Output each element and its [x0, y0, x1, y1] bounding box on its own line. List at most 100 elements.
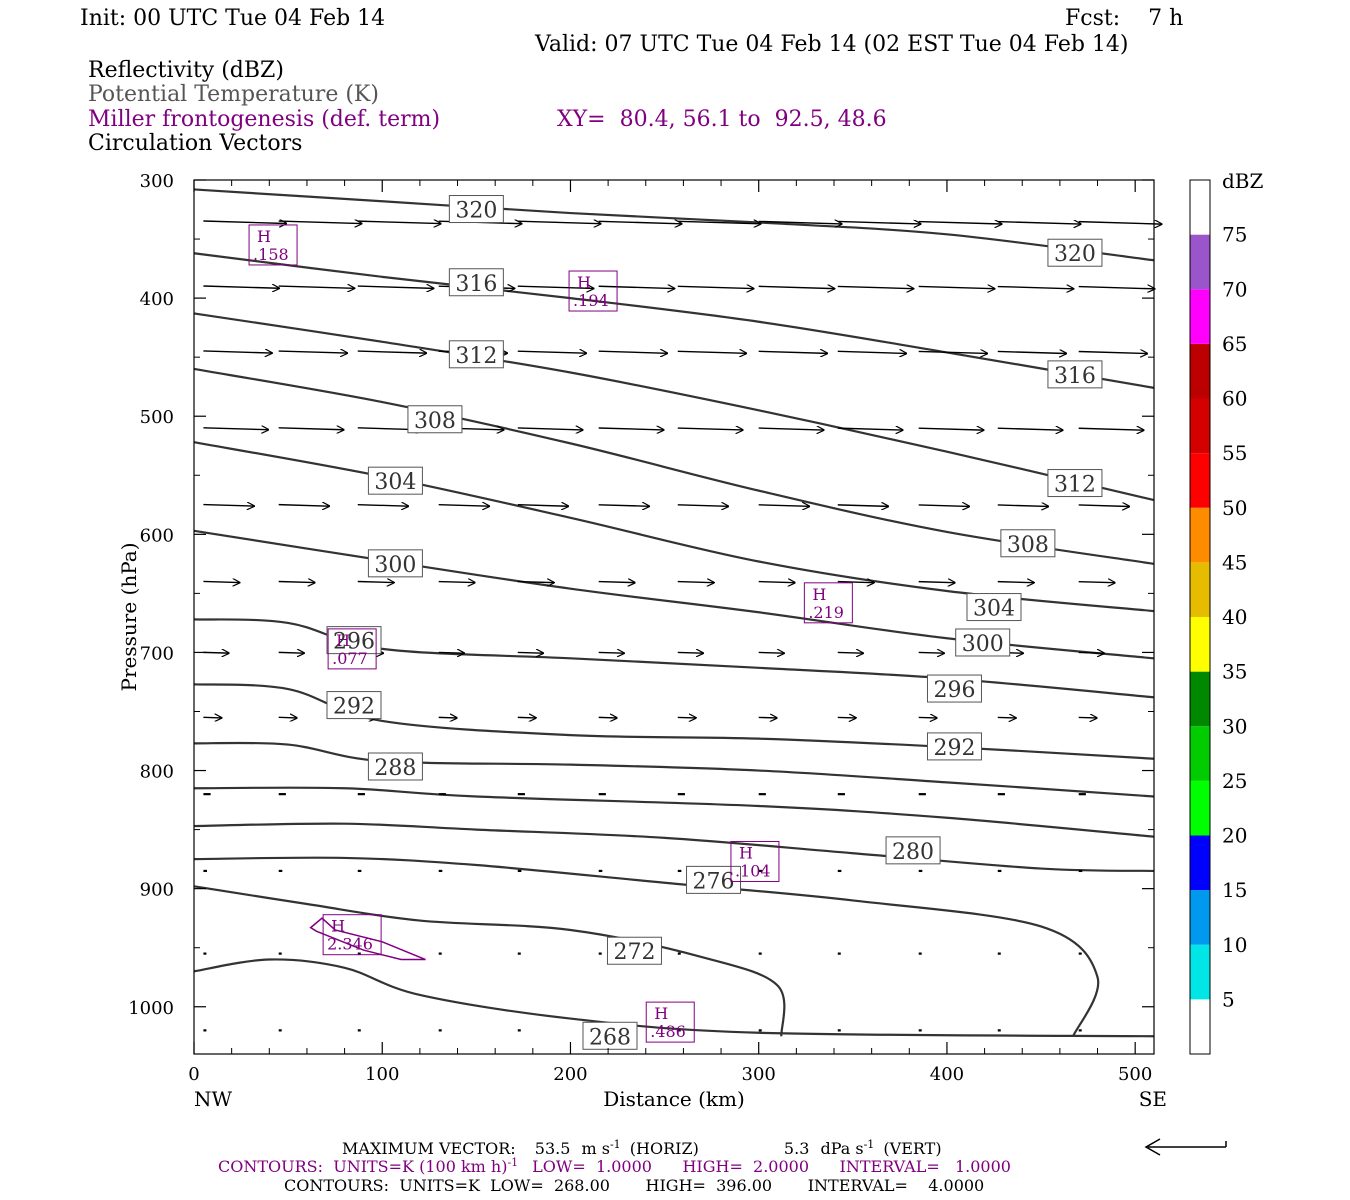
- circulation-vector: [677, 286, 754, 288]
- y-tick-label: 900: [140, 880, 174, 901]
- frontogenesis-high-marker: H.194: [568, 270, 618, 312]
- circulation-vector: [997, 351, 1066, 353]
- circulation-vector: [677, 652, 703, 653]
- isentrope-288: [193, 741, 1155, 798]
- y-tick-label: 1000: [128, 998, 174, 1019]
- y-tick-label: 600: [140, 525, 174, 546]
- isentrope-312: [193, 312, 1155, 502]
- isentrope-label-304: 304: [367, 466, 423, 495]
- circulation-vector: [598, 428, 664, 430]
- colorbar-segment: [1190, 944, 1210, 1000]
- x-tick-label: 100: [365, 1064, 399, 1085]
- left-endpoint-label: NW: [194, 1087, 233, 1111]
- circulation-vector: [278, 428, 344, 430]
- circulation-vector: [1078, 717, 1097, 718]
- circulation-vector: [918, 505, 969, 507]
- circulation-vector: [1078, 287, 1155, 289]
- circulation-vector: [357, 505, 408, 507]
- frontogenesis-high-marker: H2.346: [322, 914, 382, 956]
- colorbar-segment: [1190, 890, 1210, 945]
- field-frontogenesis: Miller frontogenesis (def. term): [88, 107, 440, 132]
- isentrope-label-280: 280: [885, 836, 941, 865]
- circulation-vector: [758, 351, 827, 353]
- isentrope-label-304: 304: [966, 593, 1022, 622]
- svg-text:288: 288: [374, 756, 416, 781]
- circulation-vector: [997, 582, 1034, 583]
- frontogenesis-contour-line: [309, 917, 426, 961]
- colorbar-tick-label: 15: [1222, 878, 1247, 902]
- isentrope-label-276: 276: [686, 865, 742, 894]
- circulation-vector: [837, 351, 906, 353]
- circulation-vector: [837, 505, 888, 507]
- init-time: Init: 00 UTC Tue 04 Feb 14: [80, 6, 385, 31]
- isentrope-304: [193, 441, 1155, 613]
- isentrope-308: [193, 367, 1155, 565]
- axes: 300 400 500 600 700 800 900 1000 0 100 200 300 400 50…: [128, 171, 1154, 1085]
- svg-text:H: H: [812, 585, 826, 604]
- svg-text:304: 304: [973, 597, 1015, 622]
- colorbar-segment: [1190, 726, 1210, 781]
- colorbar-segment: [1190, 562, 1210, 617]
- valid-time: Valid: 07 UTC Tue 04 Feb 14 (02 EST Tue …: [534, 32, 1129, 57]
- frontogenesis-contour-info: CONTOURS: UNITS=K (100 km h)-1 LOW= 1.000…: [218, 1156, 1011, 1176]
- isentrope-label-312: 312: [1047, 469, 1103, 498]
- isentrope-label-288: 288: [367, 752, 423, 781]
- svg-text:292: 292: [933, 736, 975, 761]
- circulation-vector: [1078, 352, 1147, 354]
- circulation-vector: [278, 286, 355, 288]
- svg-text:272: 272: [613, 940, 655, 965]
- isentrope-label-312: 312: [448, 340, 504, 369]
- isentrope-label-292: 292: [326, 691, 382, 720]
- circulation-vector: [677, 351, 746, 353]
- circulation-vector: [997, 287, 1074, 289]
- circulation-vector: [203, 581, 239, 582]
- circulation-vector: [278, 652, 304, 653]
- isentrope-label-292: 292: [926, 732, 982, 761]
- circulation-vector: [918, 582, 955, 583]
- circulation-vector: [997, 222, 1081, 224]
- circulation-vector: [758, 286, 835, 288]
- isentrope-272: [193, 885, 786, 1037]
- colorbar-segment: [1190, 234, 1210, 290]
- frontogenesis-high-marker: H.104: [730, 840, 780, 882]
- colorbar-tick-label: 65: [1222, 332, 1247, 356]
- svg-text:312: 312: [455, 344, 497, 369]
- y-tick-label: 800: [140, 762, 174, 783]
- circulation-vector: [598, 582, 635, 583]
- colorbar-tick-label: 50: [1222, 496, 1247, 520]
- colorbar-segment: [1190, 999, 1210, 1054]
- circulation-vector: [1078, 652, 1104, 653]
- svg-text:300: 300: [374, 553, 416, 578]
- circulation-vector: [278, 351, 347, 353]
- circulation-vector: [758, 582, 795, 583]
- svg-text:296: 296: [933, 678, 975, 703]
- cross-section-xy: XY= 80.4, 56.1 to 92.5, 48.6: [557, 107, 887, 132]
- colorbar-tick-label: 45: [1222, 550, 1247, 574]
- circulation-vector: [758, 717, 777, 718]
- colorbar-segment: [1190, 780, 1210, 836]
- circulation-vector: [598, 351, 667, 353]
- circulation-vector: [438, 582, 475, 583]
- circulation-vector: [837, 286, 914, 288]
- x-tick-label: 500: [1118, 1064, 1152, 1085]
- svg-text:316: 316: [1054, 364, 1096, 389]
- svg-text:H: H: [654, 1004, 668, 1023]
- circulation-vector: [438, 717, 457, 718]
- svg-text:308: 308: [1007, 533, 1049, 558]
- circulation-vector: [517, 221, 601, 223]
- colorbar-segment: [1190, 617, 1210, 672]
- isentrope-316: [193, 252, 1155, 389]
- svg-text:2.346: 2.346: [327, 935, 373, 954]
- right-endpoint-label: SE: [1139, 1087, 1167, 1111]
- frontogenesis-high-marker: H.486: [645, 1001, 695, 1043]
- frontogenesis-high-marker: H.077: [327, 628, 377, 670]
- circulation-vector: [517, 717, 536, 718]
- colorbar-tick-label: 20: [1222, 824, 1247, 848]
- isentrope-268: [193, 958, 1155, 1038]
- colorbar-tick-label: 75: [1222, 223, 1247, 247]
- field-reflectivity: Reflectivity (dBZ): [88, 58, 284, 83]
- svg-text:.219: .219: [808, 603, 844, 622]
- isentrope-label-272: 272: [606, 936, 662, 965]
- colorbar-segment: [1190, 453, 1210, 508]
